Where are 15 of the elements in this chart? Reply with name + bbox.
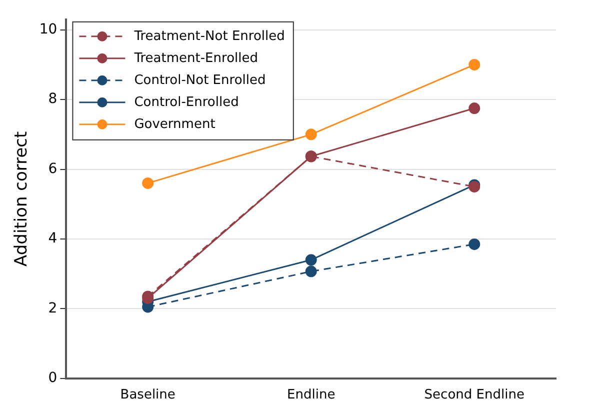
y-tick-label: 0	[48, 370, 58, 386]
x-tick-label: Baseline	[120, 388, 176, 403]
y-tick-label: 6	[48, 160, 58, 177]
legend-label: Government	[134, 116, 216, 132]
y-tick-label: 2	[48, 300, 58, 316]
y-tick-label: 10	[39, 21, 58, 38]
legend-label: Treatment-Not Enrolled	[133, 28, 285, 44]
x-tick-label: Endline	[287, 388, 336, 403]
legend-label: Control-Not Enrolled	[134, 72, 266, 88]
legend-label: Control-Enrolled	[134, 94, 239, 110]
y-tick-label: 4	[48, 230, 58, 247]
y-tick-label: 8	[48, 91, 58, 108]
legend-label: Treatment-Enrolled	[133, 50, 258, 66]
y-axis-title: Addition correct	[12, 131, 32, 266]
x-tick-label: Second Endline	[424, 388, 524, 403]
